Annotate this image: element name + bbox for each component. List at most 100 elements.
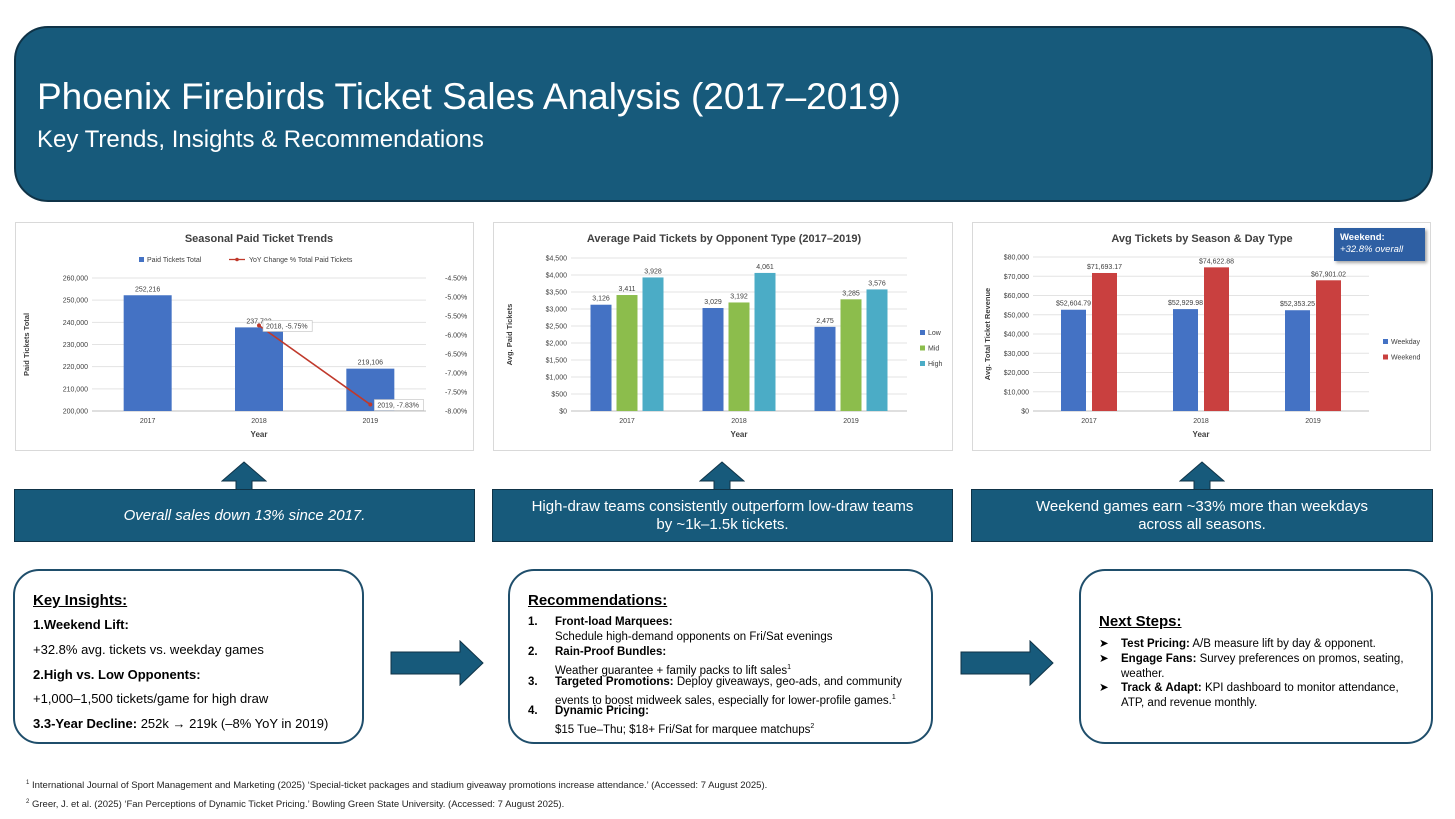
bar [123,295,172,411]
insight-opponents-heading: 2.High vs. Low Opponents: [33,667,201,682]
data-label: 2,475 [816,318,834,325]
yoy-data-label: 2019, -7.83% [377,403,419,410]
bar [754,272,776,411]
bar [1204,267,1229,411]
data-label: $52,604.79 [1056,301,1091,308]
legend-swatch [139,257,144,262]
legend-swatch [1383,339,1388,344]
banner-line: Weekend games earn ~33% more than weekda… [1036,497,1368,515]
yoy-series-line [258,324,371,406]
y2-tick-label: -4.50% [445,276,467,283]
y-tick-label: 200,000 [63,409,88,416]
data-label: $74,622.88 [1199,258,1234,265]
y-tick-label: $2,000 [546,341,568,348]
yoy-point [368,402,373,407]
legend-label: Paid Tickets Total [147,257,202,264]
opponent-chart-svg: Average Paid Tickets by Opponent Type (2… [505,233,943,439]
y2-tick-label: -6.50% [445,352,467,359]
bar [235,327,283,411]
legend-label: Weekend [1391,355,1421,362]
y-tick-label: 260,000 [63,276,88,283]
data-label: $67,901.02 [1311,271,1346,278]
seasonal-paid-ticket-chart: Seasonal Paid Ticket Trends 200,000 210,00… [15,222,474,451]
weekend-callout-text: +32.8% overall [1340,244,1404,255]
title-banner: Phoenix Firebirds Ticket Sales Analysis … [14,26,1433,202]
insight-opponents-text: +1,000–1,500 tickets/game for high draw [33,691,269,706]
legend-label: Mid [928,346,939,353]
banner-text: Overall sales down 13% since 2017. [123,506,366,524]
data-label: 3,192 [730,293,748,300]
yoy-label-box [374,399,424,411]
y-tick-label: $0 [559,409,567,416]
banner-line: by ~1k–1.5k tickets. [656,515,789,533]
up-arrow-icon [221,461,267,491]
legend-label: Weekday [1391,339,1421,346]
y-tick-label: $10,000 [1004,389,1029,396]
yoy-data-label: 2018, -5.75% [266,324,308,331]
legend-swatch [920,345,925,351]
y-axis-title: Avg. Paid Tickets [505,304,514,366]
y-tick-label: 230,000 [63,342,88,349]
bar [728,302,750,411]
y-tick-label: 210,000 [63,386,88,393]
next-steps-title: Next Steps: [1099,613,1182,630]
x-tick-label: 2017 [619,418,635,425]
right-arrow-icon [960,640,1054,686]
data-label: $52,353.25 [1280,301,1315,308]
chart-title: Avg Tickets by Season & Day Type [1111,233,1292,245]
chart-title: Seasonal Paid Ticket Trends [185,233,333,245]
opponent-type-chart: Average Paid Tickets by Opponent Type (2… [493,222,953,451]
data-label: 3,285 [842,290,860,297]
legend-swatch [920,330,925,335]
y-axis-title: Paid Tickets Total [22,313,31,376]
legend-label: YoY Change % Total Paid Tickets [249,257,353,264]
y-tick-label: $40,000 [1004,332,1029,339]
data-label: 219,106 [358,360,383,367]
data-label: 3,411 [619,286,636,293]
footnote: 1 International Journal of Sport Managem… [26,780,768,792]
x-tick-label: 2019 [1305,418,1321,425]
data-label: 4,061 [756,264,774,271]
x-tick-label: 2018 [251,418,267,425]
footnote: 2 Greer, J. et al. (2025) ‘Fan Perceptio… [26,799,565,811]
x-axis-title: Year [731,430,748,439]
yoy-label-box [262,320,313,332]
y2-tick-label: -7.00% [445,371,467,378]
y-axis-title: Avg. Total Ticket Revenue [983,288,992,380]
opponent-banner: High-draw teams consistently outperform … [492,489,953,542]
y-tick-label: $4,500 [546,256,568,263]
recommendations-title: Recommendations: [528,592,668,609]
legend-label: Low [928,330,942,337]
right-arrow-icon [390,640,484,686]
arrow-bullet-icon: ➤ [1099,638,1109,650]
y-tick-label: $30,000 [1004,351,1029,358]
x-tick-label: 2018 [731,418,747,425]
x-tick-label: 2019 [843,418,859,425]
x-tick-label: 2017 [1081,418,1097,425]
bar [814,326,836,411]
y2-tick-label: -8.00% [445,409,467,416]
y-tick-label: $80,000 [1004,255,1029,262]
page-subtitle: Key Trends, Insights & Recommendations [37,126,484,153]
weekend-callout: Weekend: +32.8% overall [1334,228,1425,261]
insight-decline: 3.3-Year Decline: 252k → 219k (–8% YoY i… [33,716,329,731]
data-label: 3,928 [644,268,662,275]
banner-line: across all seasons. [1138,515,1266,533]
insight-weekend-text: +32.8% avg. tickets vs. weekday games [33,642,264,657]
bar [1173,309,1198,411]
bar [1061,309,1086,411]
seasonal-chart-svg: Seasonal Paid Ticket Trends 200,000 210,00… [22,233,467,439]
bar [702,308,724,411]
data-label: 252,216 [135,286,160,293]
y-tick-label: $1,500 [546,358,568,365]
up-arrow-icon [699,461,745,491]
arrow-bullet-icon: ➤ [1099,653,1109,665]
data-label: 3,029 [704,299,722,306]
key-insights-title: Key Insights: [33,592,128,609]
next-steps-card: Next Steps: ➤ Test Pricing: A/B measure … [1079,569,1433,744]
bar [866,289,888,411]
y-tick-label: $70,000 [1004,274,1029,281]
legend-label: High [928,361,943,368]
legend-marker [235,257,239,262]
y-tick-label: $4,000 [546,273,568,280]
